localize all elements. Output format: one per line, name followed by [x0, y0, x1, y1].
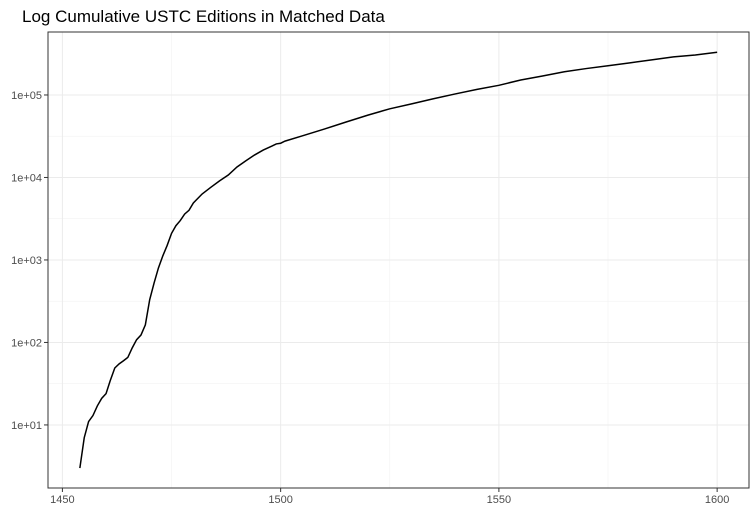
chart-title: Log Cumulative USTC Editions in Matched … [22, 7, 385, 26]
line [79, 51, 718, 469]
y-tick-label: 1e+01 [11, 420, 42, 432]
y-tick-label: 1e+02 [11, 337, 42, 349]
y-tick-label: 1e+04 [11, 172, 42, 184]
x-tick-label: 1450 [50, 494, 74, 506]
y-tick-label: 1e+03 [11, 255, 42, 267]
y-tick-label: 1e+05 [11, 90, 42, 102]
panel-border [47, 31, 750, 489]
x-tick-label: 1500 [268, 494, 292, 506]
x-tick-label: 1600 [705, 494, 729, 506]
x-tick-label: 1550 [487, 494, 511, 506]
